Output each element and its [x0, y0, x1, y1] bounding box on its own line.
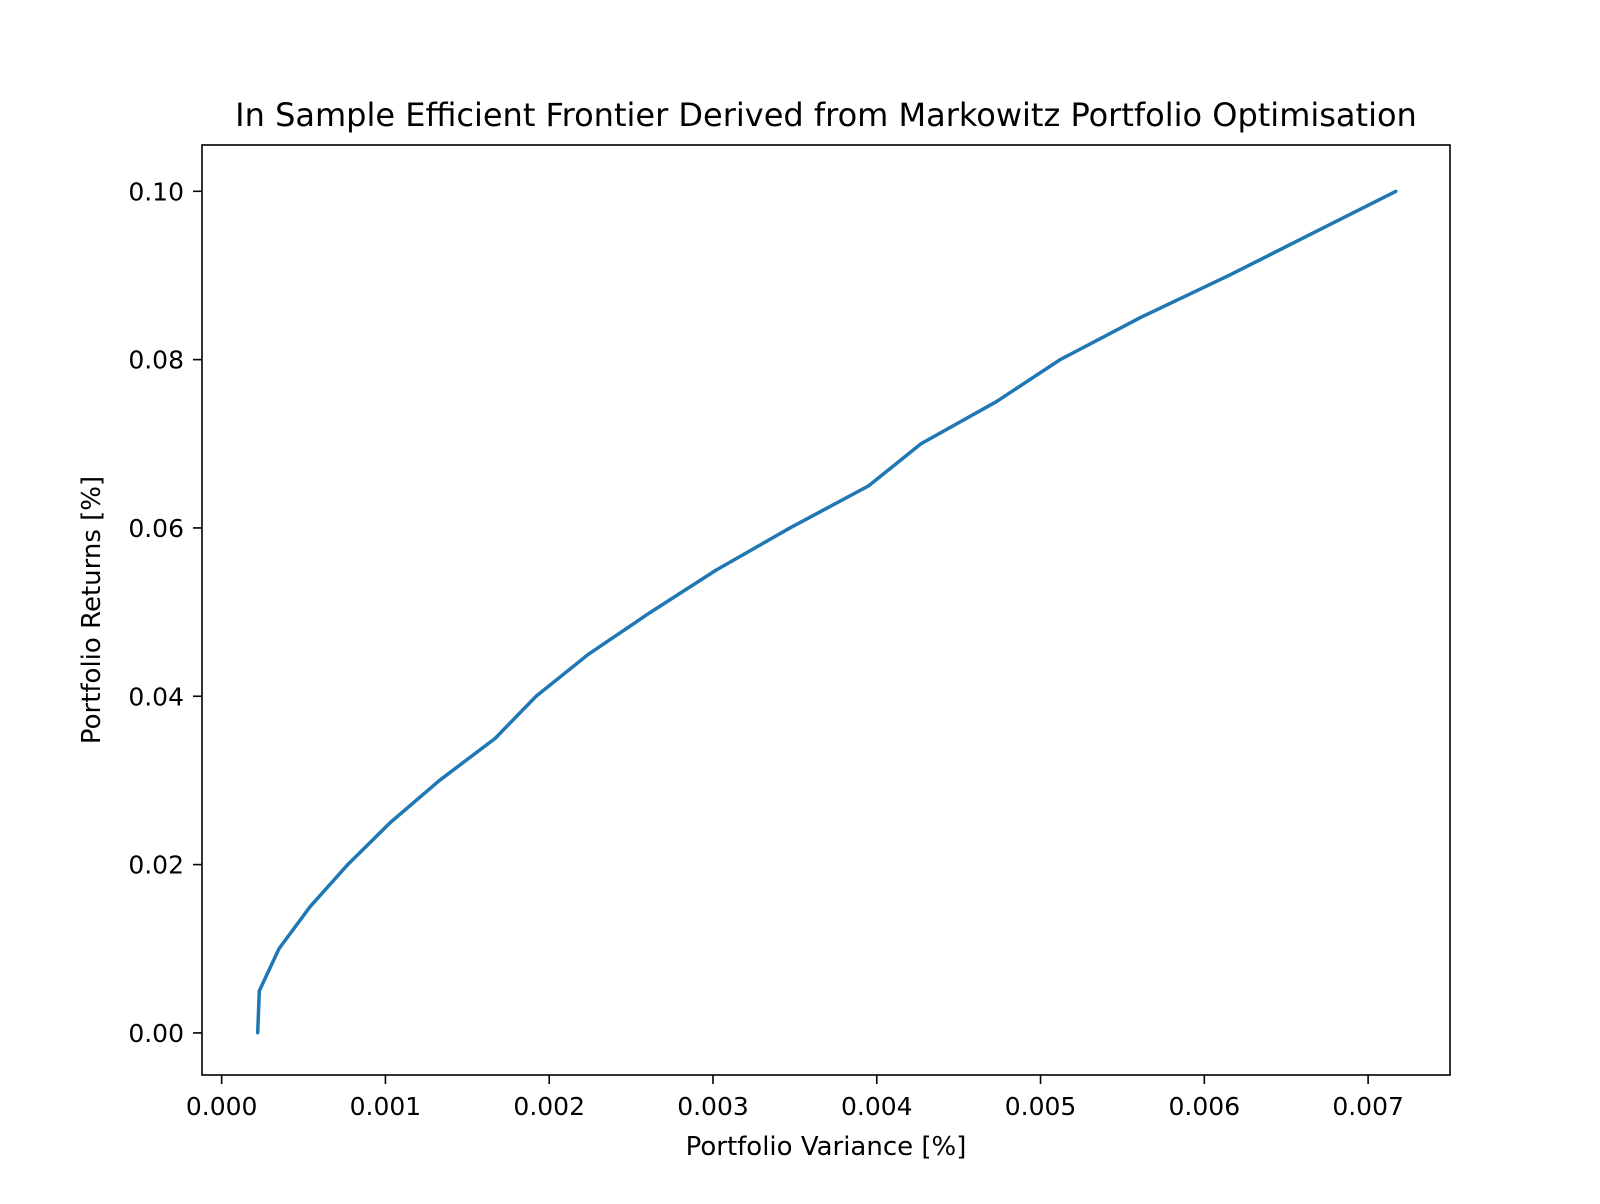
x-tick-label: 0.006 [1169, 1092, 1241, 1121]
data-point [256, 1031, 260, 1035]
data-point [1310, 231, 1315, 235]
x-tick-label: 0.005 [1005, 1092, 1077, 1121]
data-point [437, 778, 442, 783]
data-point [346, 862, 350, 867]
x-tick-label: 0.000 [186, 1092, 258, 1121]
data-point [1227, 273, 1231, 278]
data-point [586, 652, 591, 656]
data-point [534, 694, 538, 698]
x-tick-label: 0.007 [1332, 1092, 1404, 1121]
x-tick-label: 0.003 [677, 1092, 749, 1121]
data-point [257, 989, 261, 993]
plot-area [201, 144, 1451, 1076]
chart-title: In Sample Efficient Frontier Derived fro… [235, 96, 1417, 134]
data-point [649, 610, 653, 614]
y-tick-label: 0.10 [128, 177, 184, 206]
y-tick-label: 0.02 [128, 851, 184, 880]
y-axis-label: Portfolio Returns [%] [77, 476, 107, 744]
data-point [277, 947, 281, 951]
data-point [919, 442, 923, 446]
data-point [1058, 358, 1062, 362]
data-point [388, 820, 392, 825]
data-point [493, 736, 497, 740]
x-tick-label: 0.004 [841, 1092, 913, 1121]
y-tick-label: 0.04 [128, 682, 184, 711]
x-axis-label: Portfolio Variance [%] [686, 1132, 967, 1162]
data-point [1394, 189, 1398, 193]
x-axis: 0.000 0.001 0.002 0.003 0.004 0.005 0.006 0.007 [186, 1075, 1404, 1121]
y-tick-label: 0.00 [128, 1019, 184, 1048]
data-point [1138, 315, 1143, 320]
series-line [255, 189, 1397, 1033]
y-tick-label: 0.06 [128, 514, 184, 543]
data-point [994, 400, 998, 404]
x-tick-label: 0.002 [513, 1092, 585, 1121]
data-point [866, 484, 871, 488]
y-tick-label: 0.08 [128, 346, 184, 375]
x-tick-label: 0.001 [350, 1092, 422, 1121]
data-point [788, 526, 792, 530]
y-axis: 0.00 0.02 0.04 0.06 0.08 0.10 [128, 177, 202, 1048]
plot-frame [201, 144, 1451, 1076]
data-point [714, 568, 718, 572]
data-point [308, 905, 312, 909]
